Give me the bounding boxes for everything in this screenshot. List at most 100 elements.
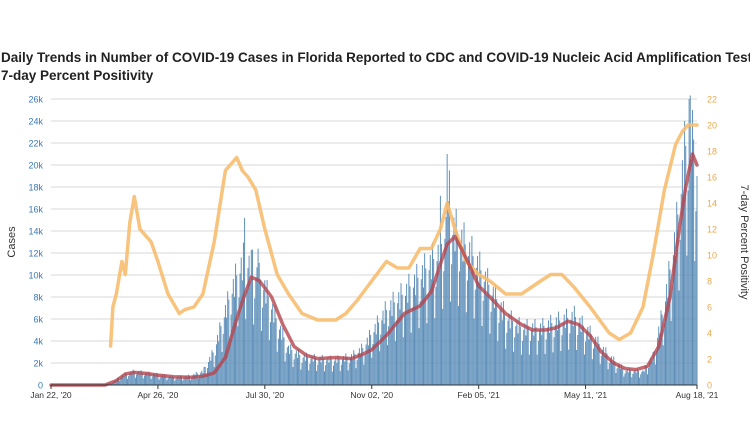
y2-tick-label: 8 bbox=[707, 277, 712, 287]
daily-case-bar bbox=[384, 301, 386, 385]
daily-case-bar bbox=[299, 354, 301, 385]
x-tick-label: Apr 26, '20 bbox=[137, 390, 178, 400]
daily-case-bar bbox=[131, 373, 133, 385]
daily-case-bar bbox=[253, 324, 255, 385]
daily-case-bar bbox=[244, 217, 246, 385]
daily-case-bar bbox=[581, 315, 583, 385]
daily-case-bar bbox=[265, 303, 267, 385]
daily-case-bar bbox=[115, 380, 117, 385]
daily-case-bar bbox=[145, 373, 147, 385]
daily-case-bar bbox=[445, 216, 447, 385]
y-tick-label: 18k bbox=[28, 183, 43, 193]
daily-case-bar bbox=[570, 320, 572, 385]
daily-case-bar bbox=[681, 160, 683, 385]
daily-case-bar bbox=[139, 373, 141, 385]
daily-case-bar bbox=[281, 339, 283, 385]
daily-case-bar bbox=[396, 320, 397, 386]
daily-case-bar bbox=[630, 370, 632, 385]
daily-case-bar bbox=[407, 302, 409, 385]
daily-case-bar bbox=[588, 339, 590, 385]
daily-case-bar bbox=[426, 323, 428, 385]
daily-case-bar bbox=[191, 377, 193, 385]
daily-case-bar bbox=[380, 334, 382, 385]
daily-case-bar bbox=[282, 327, 284, 385]
daily-case-bar bbox=[128, 376, 130, 385]
daily-case-bar bbox=[484, 271, 486, 385]
daily-case-bar bbox=[278, 329, 280, 385]
daily-case-bar bbox=[158, 379, 160, 385]
daily-case-bar bbox=[121, 376, 123, 385]
daily-case-bar bbox=[438, 271, 440, 385]
y-tick-label: 2k bbox=[33, 359, 43, 369]
daily-case-bar bbox=[256, 267, 258, 385]
daily-case-bar bbox=[358, 348, 360, 385]
daily-case-bar bbox=[308, 370, 310, 385]
daily-case-bar bbox=[176, 377, 178, 385]
daily-case-bar bbox=[634, 369, 636, 385]
daily-case-bar bbox=[320, 362, 322, 385]
daily-case-bar bbox=[606, 353, 608, 385]
daily-case-bar bbox=[218, 341, 220, 385]
daily-case-bar bbox=[375, 334, 377, 385]
daily-case-bar bbox=[186, 377, 188, 385]
daily-case-bar bbox=[328, 362, 330, 385]
daily-case-bar bbox=[657, 337, 659, 385]
daily-case-bar bbox=[421, 265, 423, 385]
daily-case-bar bbox=[660, 310, 662, 385]
daily-case-bar bbox=[598, 343, 600, 385]
daily-case-bar bbox=[363, 364, 365, 385]
y2-tick-label: 10 bbox=[707, 251, 717, 261]
daily-case-bar bbox=[580, 331, 582, 385]
daily-case-bar bbox=[263, 289, 265, 385]
daily-case-bar bbox=[605, 347, 607, 385]
daily-case-bar bbox=[298, 349, 300, 385]
daily-case-bar bbox=[505, 348, 507, 385]
daily-case-bar bbox=[354, 353, 356, 385]
daily-case-bar bbox=[212, 352, 214, 385]
daily-case-bar bbox=[553, 337, 555, 385]
daily-case-bar bbox=[309, 363, 311, 385]
daily-case-bar bbox=[635, 372, 637, 385]
daily-case-bar bbox=[531, 330, 533, 385]
daily-case-bar bbox=[142, 378, 144, 385]
daily-case-bar bbox=[663, 323, 665, 385]
y2-tick-label: 18 bbox=[707, 147, 717, 157]
daily-case-bar bbox=[157, 374, 159, 385]
daily-case-bar bbox=[166, 380, 168, 385]
daily-case-bar bbox=[141, 372, 143, 385]
daily-case-bar bbox=[310, 358, 312, 385]
daily-case-bar bbox=[352, 359, 354, 385]
daily-case-bar bbox=[160, 375, 162, 385]
daily-case-bar bbox=[477, 256, 479, 385]
daily-case-bar bbox=[517, 333, 519, 385]
daily-case-bar bbox=[453, 217, 455, 385]
daily-case-bar bbox=[434, 318, 436, 385]
daily-case-bar bbox=[200, 372, 202, 385]
daily-case-bar bbox=[676, 201, 678, 385]
y-tick-label: 26k bbox=[28, 95, 43, 105]
daily-case-bar bbox=[405, 295, 406, 385]
daily-case-bar bbox=[684, 121, 686, 385]
daily-case-bar bbox=[535, 327, 537, 385]
chart-title-line-1: Daily Trends in Number of COVID-19 Cases… bbox=[1, 50, 750, 65]
seven-day-average-line bbox=[49, 152, 699, 387]
daily-case-bar bbox=[461, 229, 463, 385]
daily-case-bar bbox=[146, 372, 148, 385]
daily-case-bar bbox=[678, 290, 680, 385]
daily-case-bar bbox=[462, 261, 464, 385]
daily-case-bar bbox=[520, 354, 522, 385]
y-tick-label: 16k bbox=[28, 205, 43, 215]
daily-case-bar bbox=[172, 375, 174, 385]
daily-case-bar bbox=[351, 354, 352, 385]
daily-case-bar bbox=[472, 256, 474, 385]
daily-case-bar bbox=[245, 319, 247, 385]
daily-case-bar bbox=[182, 380, 184, 385]
daily-case-bar bbox=[510, 310, 512, 385]
daily-case-bar bbox=[632, 373, 634, 385]
daily-case-bar bbox=[388, 326, 390, 385]
daily-case-bar bbox=[406, 283, 408, 385]
daily-case-bar bbox=[550, 314, 552, 385]
daily-case-bar bbox=[642, 370, 644, 385]
daily-case-bar bbox=[274, 305, 276, 385]
daily-case-bar bbox=[353, 350, 355, 385]
